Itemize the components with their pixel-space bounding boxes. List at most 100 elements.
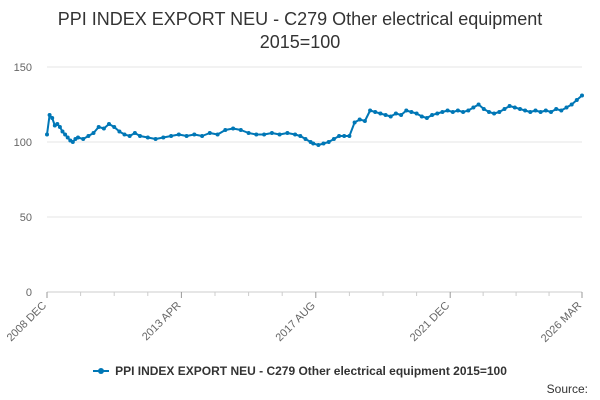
data-point[interactable]: [207, 131, 212, 135]
data-point[interactable]: [559, 108, 564, 113]
data-point[interactable]: [538, 110, 543, 114]
data-point[interactable]: [122, 132, 127, 137]
data-point[interactable]: [357, 117, 362, 122]
data-point[interactable]: [337, 134, 342, 138]
data-point[interactable]: [50, 116, 55, 120]
data-point[interactable]: [76, 135, 80, 140]
data-point[interactable]: [388, 114, 393, 119]
data-point[interactable]: [223, 128, 228, 132]
data-point[interactable]: [117, 129, 122, 134]
data-point[interactable]: [127, 134, 132, 138]
data-point[interactable]: [231, 126, 236, 131]
data-point[interactable]: [419, 114, 424, 119]
axes: 0 50 100 150 2008 DEC 2013 APR 2017 AUG 2021 DE…: [5, 62, 584, 345]
data-point[interactable]: [543, 108, 548, 113]
data-point[interactable]: [399, 113, 404, 117]
data-point[interactable]: [246, 131, 251, 135]
data-point[interactable]: [352, 120, 357, 125]
data-point[interactable]: [440, 110, 445, 114]
data-point[interactable]: [326, 140, 331, 144]
data-point[interactable]: [471, 105, 476, 110]
data-point[interactable]: [342, 134, 347, 138]
data-point[interactable]: [96, 125, 101, 129]
data-point[interactable]: [238, 128, 243, 132]
data-point[interactable]: [293, 132, 298, 137]
data-point[interactable]: [507, 104, 512, 108]
data-point[interactable]: [378, 111, 383, 116]
data-point[interactable]: [57, 125, 62, 129]
data-point[interactable]: [362, 119, 367, 123]
data-point[interactable]: [347, 134, 352, 138]
data-point[interactable]: [430, 113, 435, 117]
data-point[interactable]: [481, 107, 486, 111]
data-point[interactable]: [497, 110, 502, 114]
data-point[interactable]: [455, 108, 460, 113]
data-point[interactable]: [277, 132, 282, 137]
data-point[interactable]: [145, 135, 150, 140]
data-point[interactable]: [161, 135, 166, 140]
data-point[interactable]: [404, 108, 409, 113]
data-point[interactable]: [138, 134, 142, 138]
data-point[interactable]: [466, 108, 471, 113]
data-point[interactable]: [424, 116, 429, 120]
data-point[interactable]: [409, 110, 414, 114]
data-point[interactable]: [184, 134, 189, 138]
data-point[interactable]: [153, 137, 158, 141]
data-point[interactable]: [169, 134, 174, 138]
data-point[interactable]: [70, 140, 75, 144]
data-point[interactable]: [549, 110, 553, 114]
data-point[interactable]: [47, 113, 52, 117]
data-point[interactable]: [132, 131, 137, 135]
data-point[interactable]: [262, 132, 267, 137]
data-point[interactable]: [254, 132, 259, 137]
data-point[interactable]: [569, 102, 574, 107]
data-point[interactable]: [91, 131, 96, 135]
data-point[interactable]: [435, 111, 440, 116]
data-point[interactable]: [574, 98, 579, 102]
data-point[interactable]: [528, 110, 533, 114]
data-point[interactable]: [476, 102, 481, 107]
data-point[interactable]: [285, 131, 290, 135]
data-point[interactable]: [200, 134, 205, 138]
data-point[interactable]: [554, 107, 559, 111]
data-point[interactable]: [331, 137, 336, 141]
data-point[interactable]: [393, 111, 398, 116]
data-point[interactable]: [487, 110, 491, 114]
data-point[interactable]: [502, 107, 507, 111]
data-point[interactable]: [65, 135, 70, 140]
data-point[interactable]: [492, 111, 497, 116]
data-point[interactable]: [580, 93, 584, 98]
data-point[interactable]: [512, 105, 517, 110]
data-point[interactable]: [107, 122, 111, 126]
data-point[interactable]: [445, 108, 450, 113]
data-point[interactable]: [461, 110, 466, 114]
data-point[interactable]: [298, 134, 303, 138]
data-point[interactable]: [176, 132, 181, 137]
data-point[interactable]: [321, 141, 326, 146]
data-point[interactable]: [55, 122, 60, 126]
data-point[interactable]: [215, 132, 220, 137]
data-point[interactable]: [192, 132, 197, 137]
data-point[interactable]: [373, 110, 378, 114]
data-point[interactable]: [303, 137, 308, 141]
data-point[interactable]: [383, 113, 388, 117]
data-point[interactable]: [316, 143, 321, 147]
data-point[interactable]: [523, 108, 528, 113]
data-point[interactable]: [45, 132, 49, 137]
data-point[interactable]: [311, 141, 316, 146]
data-point[interactable]: [533, 108, 538, 113]
data-point[interactable]: [518, 107, 522, 111]
data-point[interactable]: [63, 132, 68, 137]
data-point[interactable]: [112, 125, 117, 129]
x-tick-label: 2008 DEC: [5, 300, 49, 344]
legend-item[interactable]: PPI INDEX EXPORT NEU - C279 Other electr…: [93, 364, 507, 378]
data-point[interactable]: [81, 137, 86, 141]
data-point[interactable]: [450, 110, 455, 114]
data-point[interactable]: [368, 108, 373, 113]
data-point[interactable]: [414, 111, 419, 116]
data-point[interactable]: [101, 126, 106, 131]
data-point[interactable]: [269, 131, 274, 135]
data-point[interactable]: [60, 129, 65, 134]
data-point[interactable]: [86, 134, 91, 138]
data-point[interactable]: [564, 105, 569, 110]
